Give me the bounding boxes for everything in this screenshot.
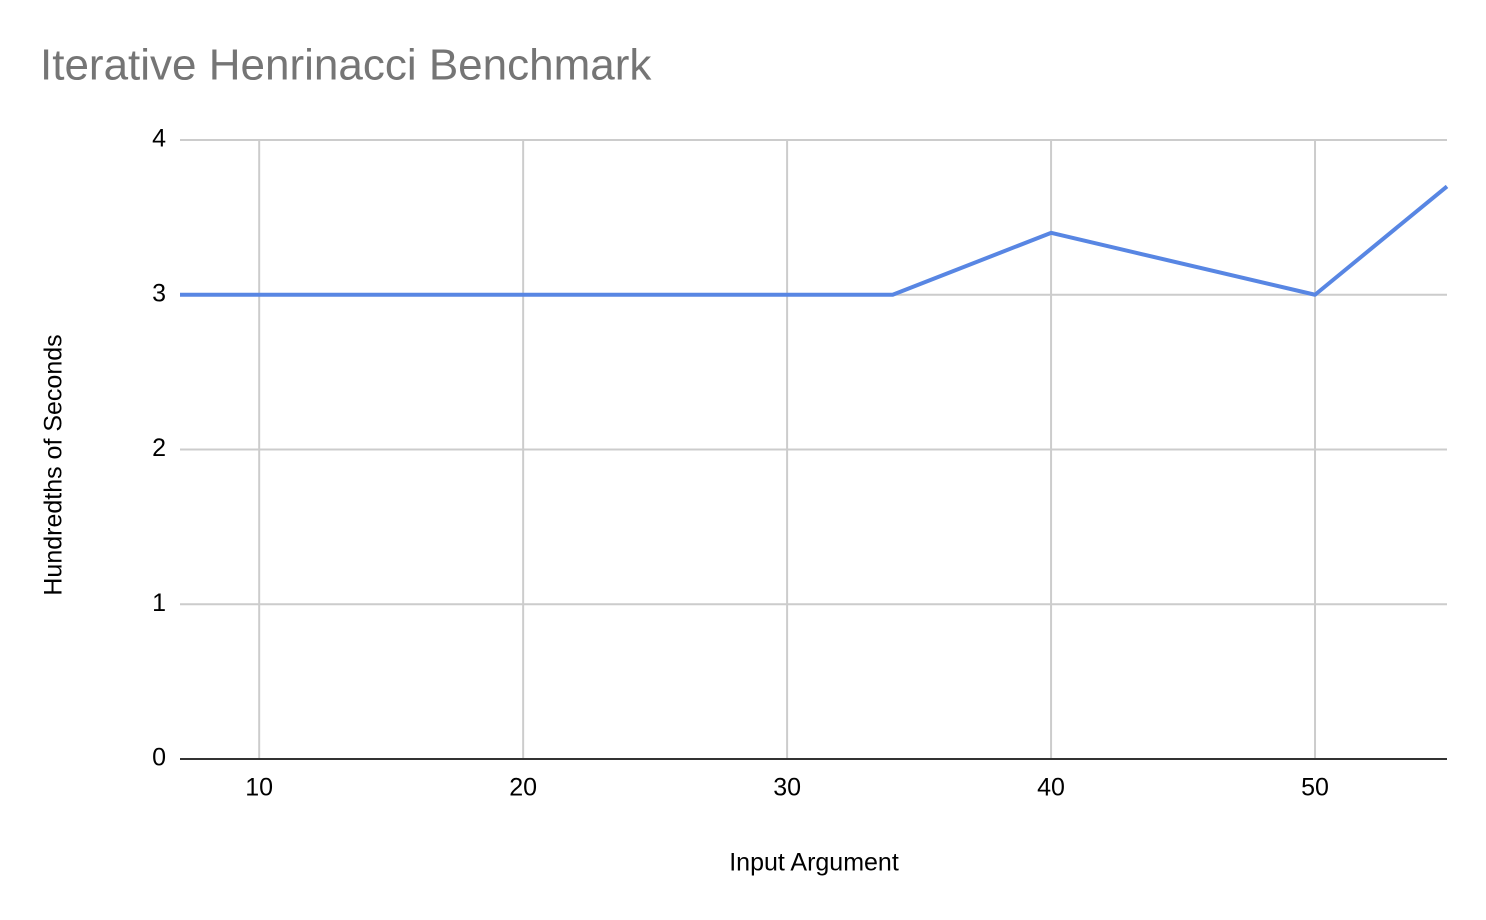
y-tick-label: 1 [152, 589, 166, 617]
x-tick-label: 20 [509, 774, 537, 802]
x-tick-label: 40 [1037, 774, 1065, 802]
x-tick-label: 10 [245, 774, 273, 802]
y-tick-label: 0 [152, 744, 166, 772]
x-tick-label: 30 [773, 774, 801, 802]
y-tick-label: 2 [152, 434, 166, 462]
y-tick-label: 3 [152, 279, 166, 307]
x-axis-label: Input Argument [729, 849, 899, 877]
y-axis-label: Hundredths of Seconds [40, 334, 68, 595]
x-tick-label: 50 [1301, 774, 1329, 802]
y-tick-label: 4 [152, 125, 166, 153]
chart-title: Iterative Henrinacci Benchmark [40, 41, 652, 90]
data-line [180, 184, 1449, 297]
